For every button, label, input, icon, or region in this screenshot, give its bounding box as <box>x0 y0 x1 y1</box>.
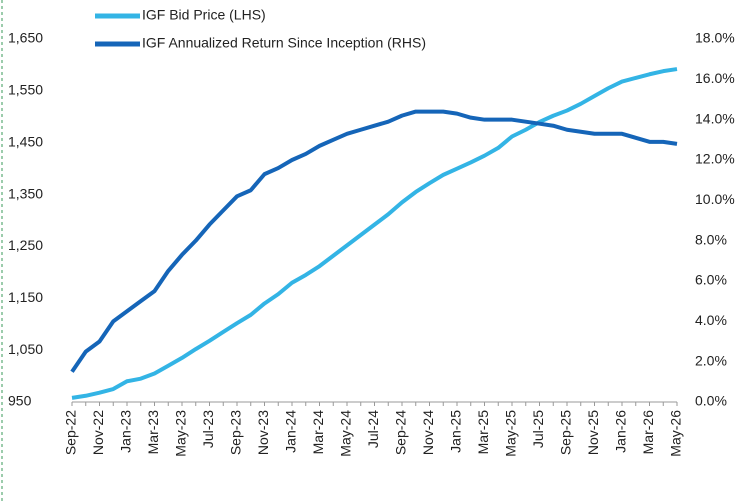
y2-tick-label: 6.0% <box>695 272 727 288</box>
x-tick-label: May-24 <box>338 410 354 457</box>
x-tick-label: Mar-23 <box>145 410 161 455</box>
y-tick-label: 1,250 <box>8 237 43 253</box>
legend-label: IGF Bid Price (LHS) <box>142 7 266 23</box>
x-tick-label: Jan-26 <box>613 410 629 453</box>
y2-tick-label: 14.0% <box>695 110 735 126</box>
y2-tick-label: 4.0% <box>695 312 727 328</box>
x-tick-label: Jan-24 <box>283 410 299 453</box>
y-tick-label: 950 <box>8 393 32 409</box>
y2-tick-label: 16.0% <box>695 70 735 86</box>
series-line <box>71 67 678 400</box>
y-tick-label: 1,150 <box>8 289 43 305</box>
y-tick-label: 1,050 <box>8 341 43 357</box>
y-tick-label: 1,550 <box>8 82 43 98</box>
x-tick-label: Mar-25 <box>475 410 491 455</box>
x-tick-label: Nov-23 <box>255 410 271 455</box>
x-tick-label: Jul-24 <box>365 410 381 448</box>
x-tick-label: May-23 <box>173 410 189 457</box>
legend-label: IGF Annualized Return Since Inception (R… <box>142 35 426 51</box>
y2-tick-label: 8.0% <box>695 231 727 247</box>
x-tick-label: Mar-24 <box>310 410 326 455</box>
x-tick-label: Jul-25 <box>530 410 546 448</box>
x-tick-label: Sep-22 <box>63 410 79 455</box>
y2-tick-label: 0.0% <box>695 393 727 409</box>
x-tick-label: Jul-23 <box>200 410 216 448</box>
y2-tick-label: 10.0% <box>695 191 735 207</box>
x-tick-label: Sep-23 <box>228 410 244 455</box>
y-tick-label: 1,450 <box>8 133 43 149</box>
x-tick-label: May-26 <box>668 410 684 457</box>
x-tick-label: Sep-24 <box>393 410 409 455</box>
y2-tick-label: 12.0% <box>695 151 735 167</box>
y-tick-label: 1,650 <box>8 30 43 46</box>
x-tick-label: Nov-22 <box>90 410 106 455</box>
x-tick-label: Nov-25 <box>585 410 601 455</box>
x-tick-label: Jan-23 <box>118 410 134 453</box>
x-tick-label: Jan-25 <box>448 410 464 453</box>
x-tick-label: May-25 <box>503 410 519 457</box>
y-tick-label: 1,350 <box>8 185 43 201</box>
y2-tick-label: 18.0% <box>695 30 735 46</box>
y2-tick-label: 2.0% <box>695 352 727 368</box>
series-line <box>70 109 678 373</box>
x-tick-label: Mar-26 <box>640 410 656 455</box>
x-tick-label: Sep-25 <box>558 410 574 455</box>
x-tick-label: Nov-24 <box>420 410 436 455</box>
